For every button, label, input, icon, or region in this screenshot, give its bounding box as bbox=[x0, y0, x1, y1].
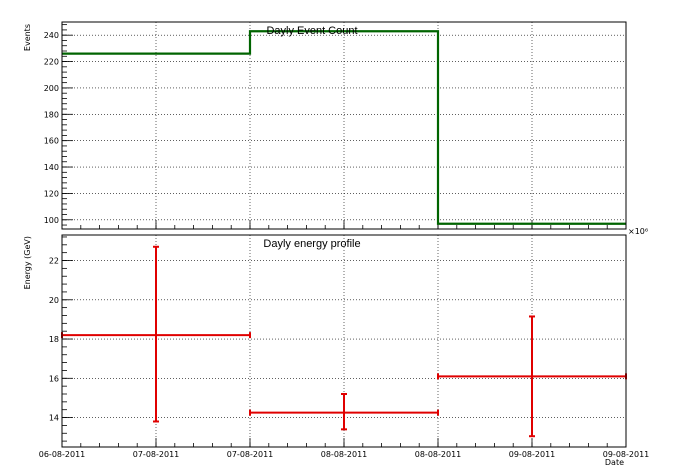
x-tick-label: 06-08-2011 bbox=[39, 450, 86, 459]
y-tick-label: 22 bbox=[49, 257, 59, 266]
y-tick-label: 100 bbox=[44, 216, 59, 225]
x-tick-label: 07-08-2011 bbox=[133, 450, 180, 459]
y-tick-label: 18 bbox=[49, 335, 59, 344]
x-tick-label: 09-08-2011 bbox=[509, 450, 556, 459]
y-tick-label: 220 bbox=[44, 58, 59, 67]
event-count-grid bbox=[62, 22, 626, 229]
x-multiplier-label: ×10⁶ bbox=[628, 227, 648, 236]
y-tick-label: 240 bbox=[44, 31, 59, 40]
y-tick-label: 14 bbox=[49, 414, 59, 423]
energy-point bbox=[61, 245, 251, 423]
event-count-ticks: 100 120 140 160 180 200 220 240 bbox=[44, 24, 627, 229]
event-count-frame bbox=[61, 21, 627, 230]
energy-profile-ylabel: Energy (GeV) bbox=[23, 236, 32, 289]
y-tick-label: 160 bbox=[44, 137, 59, 146]
event-count-panel: 100 120 140 160 180 200 220 240 Dayly Event Cou… bbox=[23, 21, 648, 236]
energy-profile-xlabel: Date bbox=[605, 458, 624, 467]
y-tick-label: 120 bbox=[44, 189, 59, 198]
energy-profile-series bbox=[61, 245, 627, 438]
y-tick-label: 180 bbox=[44, 110, 59, 119]
event-count-series bbox=[62, 30, 626, 225]
y-tick-label: 16 bbox=[49, 374, 59, 383]
energy-profile-frame bbox=[61, 234, 627, 448]
energy-profile-title: Dayly energy profile bbox=[263, 238, 360, 250]
energy-point bbox=[437, 315, 627, 438]
y-tick-label: 140 bbox=[44, 163, 59, 172]
event-count-ylabel: Events bbox=[23, 24, 32, 51]
energy-point bbox=[249, 393, 439, 431]
energy-profile-panel: 14 16 18 20 22 06-08-2011 07-08-2011 07-08-2011… bbox=[23, 234, 650, 467]
x-tick-label: 07-08-2011 bbox=[227, 450, 274, 459]
y-tick-label: 20 bbox=[49, 296, 59, 305]
event-count-title: Dayly Event Count bbox=[266, 25, 357, 37]
y-tick-label: 200 bbox=[44, 84, 59, 93]
x-tick-label: 09-08-2011 bbox=[603, 450, 650, 459]
x-tick-label: 08-08-2011 bbox=[321, 450, 368, 459]
x-tick-label: 08-08-2011 bbox=[415, 450, 462, 459]
energy-profile-ticks: 14 16 18 20 22 06-08-2011 07-08-2011 07-08-2011… bbox=[39, 236, 650, 459]
event-count-step-line bbox=[62, 30, 626, 225]
